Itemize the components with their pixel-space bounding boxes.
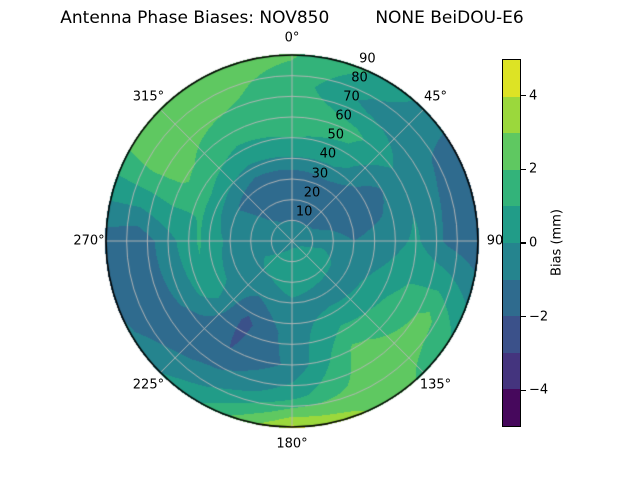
colorbar-band-9 — [503, 389, 520, 426]
page-title: Antenna Phase Biases: NOV850 NONE BeiDOU… — [0, 7, 584, 29]
angle-label-135: 135° — [419, 377, 452, 393]
colorbar-tick-label-4: 4 — [529, 88, 538, 104]
colorbar-tick-label-2: 2 — [529, 161, 538, 177]
colorbar-tick--2 — [521, 315, 526, 318]
colorbar-band-3 — [503, 169, 520, 207]
colorbar-band-4 — [503, 206, 520, 243]
polar-contour-canvas — [102, 51, 482, 431]
angle-label-45: 45° — [424, 89, 448, 105]
angle-label-270: 270° — [73, 233, 105, 249]
colorbar-band-0 — [503, 60, 520, 97]
colorbar-band-7 — [503, 316, 520, 353]
title-right: NONE BeiDOU-E6 — [375, 8, 524, 28]
colorbar-band-8 — [503, 352, 520, 390]
colorbar-band-5 — [503, 242, 520, 280]
colorbar — [502, 59, 521, 427]
radial-tick-label-30: 30 — [311, 166, 329, 182]
colorbar-tick-label-0: 0 — [529, 235, 538, 251]
angle-label-225: 225° — [132, 377, 165, 393]
radial-tick-label-10: 10 — [295, 204, 313, 220]
radial-tick-label-60: 60 — [335, 108, 352, 124]
radial-tick-label-70: 70 — [343, 89, 360, 105]
colorbar-band-6 — [503, 279, 520, 317]
angle-label-90: 90 — [486, 233, 504, 249]
angle-label-0: 0° — [284, 30, 300, 46]
radial-tick-label-80: 80 — [351, 70, 368, 86]
radial-tick-label-20: 20 — [303, 185, 321, 201]
colorbar-axis-label: Bias (mm) — [549, 209, 565, 276]
radial-tick-label-40: 40 — [319, 146, 337, 162]
colorbar-tick--4 — [521, 389, 526, 391]
colorbar-tick-0 — [521, 242, 526, 244]
colorbar-band-1 — [503, 96, 520, 134]
radial-tick-label-90: 90 — [359, 51, 376, 67]
angle-label-180: 180° — [276, 436, 308, 452]
colorbar-band-2 — [503, 133, 520, 170]
title-left: Antenna Phase Biases: NOV850 — [60, 8, 330, 28]
colorbar-tick-label--4: −4 — [529, 382, 549, 398]
colorbar-tick-2 — [521, 168, 526, 171]
colorbar-tick-4 — [521, 95, 526, 97]
angle-label-315: 315° — [132, 89, 165, 105]
colorbar-tick-label--2: −2 — [529, 309, 549, 325]
radial-tick-label-50: 50 — [327, 127, 345, 143]
